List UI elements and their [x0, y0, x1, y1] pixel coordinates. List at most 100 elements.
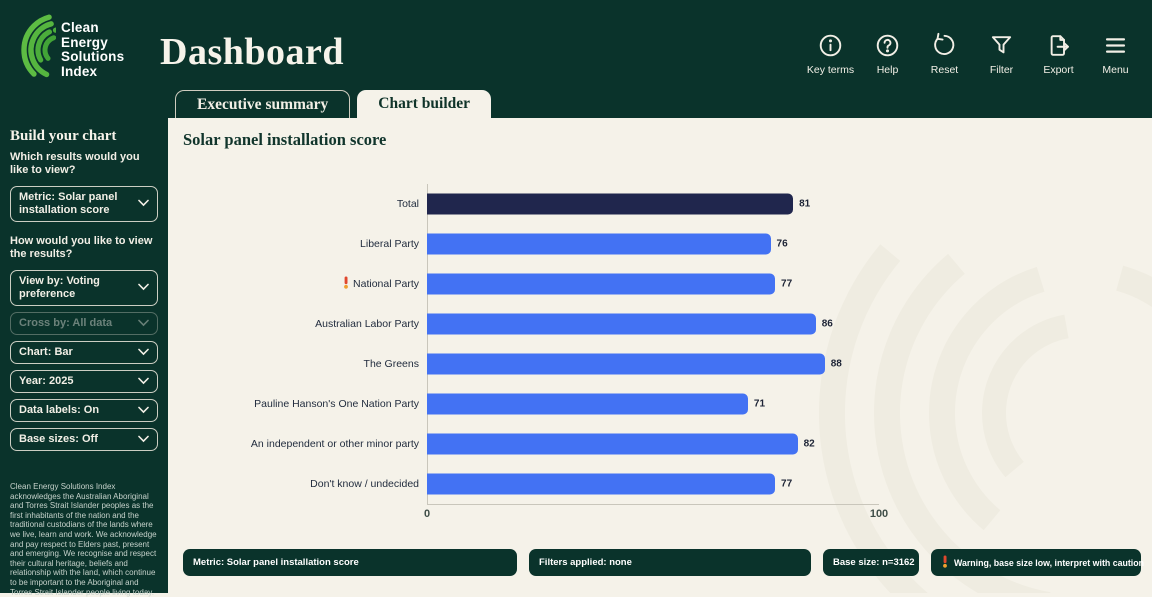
dropdown-label: Year: 2025 — [19, 375, 74, 387]
dropdown-cross-by: Cross by: All data — [10, 312, 158, 335]
chart-row: The Greens 88 — [168, 344, 1138, 384]
chart-title: Solar panel installation score — [183, 130, 387, 149]
bar-segment[interactable] — [427, 353, 825, 375]
dropdown-label: Chart: Bar — [19, 346, 73, 358]
category-label: Pauline Hanson's One Nation Party — [168, 398, 427, 410]
action-reset-button[interactable]: Reset — [918, 32, 971, 76]
bar-total[interactable] — [427, 193, 794, 215]
category-label: Total — [168, 198, 427, 210]
action-label: Export — [1043, 64, 1074, 76]
brand-line: Energy — [61, 34, 108, 50]
data-label: 88 — [830, 358, 842, 370]
dropdown-metric[interactable]: Metric: Solar panel installation score — [10, 186, 158, 222]
category-label-text: Don't know / undecided — [310, 478, 419, 490]
x-tick-0: 0 — [423, 508, 431, 520]
action-label: Filter — [989, 64, 1014, 76]
dropdown-label: View by: Voting preference — [19, 275, 100, 300]
bar-segment[interactable] — [427, 433, 798, 455]
bar-track: 88 — [427, 344, 1138, 384]
app-header: Clean Energy Solutions Index Dashboard K… — [0, 0, 1152, 118]
chevron-down-icon — [138, 198, 149, 211]
category-label: Australian Labor Party — [168, 318, 427, 330]
chevron-down-icon — [138, 375, 149, 388]
action-menu-button[interactable]: Menu — [1089, 32, 1142, 76]
bar-track: 82 — [427, 424, 1138, 464]
tab-executive-summary[interactable]: Executive summary — [175, 90, 351, 118]
chart-row: Pauline Hanson's One Nation Party 71 — [168, 384, 1138, 424]
sidebar-heading: Build your chart — [10, 128, 117, 144]
metric-dropdown-slot: Metric: Solar panel installation score — [10, 186, 158, 222]
badge-label: Base size: n=3162 — [833, 557, 915, 568]
dropdown-data-labels[interactable]: Data labels: On — [10, 399, 158, 422]
bar-track: 71 — [427, 384, 1138, 424]
category-label: An independent or other minor party — [168, 438, 427, 450]
dropdown-chart-type[interactable]: Chart: Bar — [10, 341, 158, 364]
acknowledgement-text: Clean Energy Solutions Index acknowledge… — [10, 482, 157, 597]
data-label: 77 — [781, 278, 793, 290]
tab-bar: Executive summary Chart builder — [175, 90, 492, 118]
sidebar-question-results: Which results would you like to view? — [10, 151, 140, 176]
action-label: Reset — [930, 64, 959, 76]
bar-segment[interactable] — [427, 233, 771, 255]
action-export-button[interactable]: Export — [1032, 32, 1085, 76]
reset-icon — [931, 32, 958, 59]
chart-row: Liberal Party 76 — [168, 224, 1138, 264]
info-icon — [817, 32, 844, 59]
brand-line: Clean — [61, 20, 99, 35]
bar-segment[interactable] — [427, 473, 776, 495]
chart-builder-panel: Solar panel installation score Total 81 Li… — [168, 118, 1152, 593]
category-label: Don't know / undecided — [168, 478, 427, 490]
bar-track: 81 — [427, 184, 1138, 224]
badge-label: Filters applied: none — [539, 557, 632, 568]
badge-label: Warning, base size low, interpret with c… — [954, 557, 1144, 568]
dropdown-base-sizes[interactable]: Base sizes: Off — [10, 428, 158, 451]
build-your-chart-sidebar: Build your chart Which results would you… — [0, 118, 168, 597]
dropdown-label: Cross by: All data — [19, 317, 113, 329]
x-axis-line — [427, 504, 879, 505]
category-label-text: An independent or other minor party — [250, 438, 419, 450]
category-label-text: Liberal Party — [360, 238, 419, 250]
y-axis-line — [427, 184, 428, 504]
data-label: 77 — [781, 478, 793, 490]
data-label: 81 — [799, 198, 811, 210]
category-label-text: National Party — [353, 278, 419, 290]
action-label: Key terms — [806, 64, 855, 76]
category-label-text: Total — [396, 198, 419, 210]
warning-icon — [342, 276, 350, 292]
dropdown-year[interactable]: Year: 2025 — [10, 370, 158, 393]
x-tick-100: 100 — [869, 508, 889, 520]
dropdown-label: Base sizes: Off — [19, 433, 98, 445]
category-label: National Party — [168, 276, 427, 292]
badge-label: Metric: Solar panel installation score — [193, 557, 359, 568]
brand-line: Solutions — [61, 49, 125, 64]
data-label: 76 — [776, 238, 788, 250]
chart-row: Total 81 — [168, 184, 1138, 224]
export-icon — [1045, 32, 1072, 59]
action-help-button[interactable]: Help — [861, 32, 914, 76]
dropdown-view-by[interactable]: View by: Voting preference — [10, 270, 158, 306]
action-label: Help — [876, 64, 899, 76]
bar-segment[interactable] — [427, 313, 816, 335]
view-controls: View by: Voting preference Cross by: All … — [10, 270, 158, 451]
chevron-down-icon — [138, 433, 149, 446]
bar-segment[interactable] — [427, 393, 748, 415]
data-label: 86 — [821, 318, 833, 330]
category-label: Liberal Party — [168, 238, 427, 250]
sidebar-question-view: How would you like to view the results? — [10, 235, 153, 260]
action-key-terms-button[interactable]: Key terms — [804, 32, 857, 76]
category-label: The Greens — [168, 358, 427, 370]
chart-row: National Party 77 — [168, 264, 1138, 304]
footer-badge-metric: Metric: Solar panel installation score — [183, 549, 517, 576]
warning-icon — [941, 555, 949, 570]
menu-icon — [1102, 32, 1129, 59]
footer-badge-warning: Warning, base size low, interpret with c… — [931, 549, 1144, 576]
bar-segment[interactable] — [427, 273, 776, 295]
data-label: 71 — [753, 398, 766, 410]
brand-logo: Clean Energy Solutions Index — [10, 13, 124, 87]
dropdown-label: Data labels: On — [19, 404, 100, 416]
action-filter-button[interactable]: Filter — [975, 32, 1028, 76]
chart-row: Australian Labor Party 86 — [168, 304, 1138, 344]
tab-chart-builder[interactable]: Chart builder — [357, 90, 492, 118]
filter-icon — [988, 32, 1015, 59]
logo-arcs-icon — [21, 13, 56, 87]
